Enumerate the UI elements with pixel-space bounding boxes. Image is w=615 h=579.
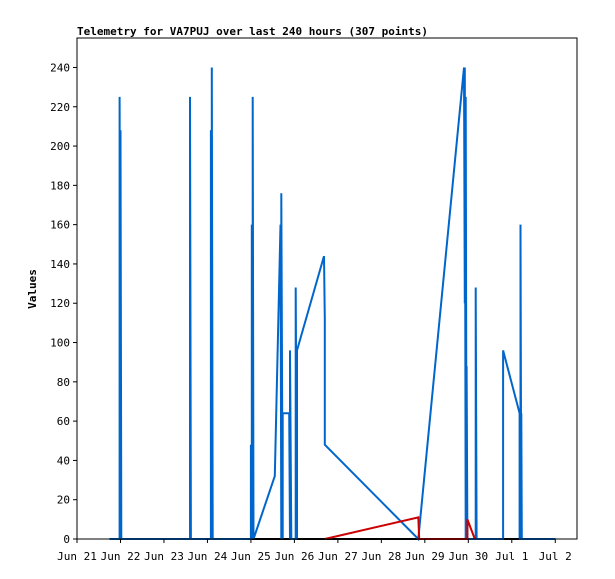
- y-tick-label: 220: [50, 101, 70, 114]
- x-tick-label: Jul 2: [539, 550, 572, 563]
- x-tick-label: Jun 30: [448, 550, 488, 563]
- y-tick-label: 0: [63, 533, 70, 546]
- y-tick-label: 240: [50, 61, 70, 74]
- x-tick-label: Jun 25: [231, 550, 271, 563]
- plot-area-frame: [76, 37, 578, 540]
- x-tick-label: Jun 22: [101, 550, 141, 563]
- y-tick-label: 100: [50, 337, 70, 350]
- x-axis: Jun 21 Jun 22 Jun 23 Jun 24 Jun 25 Jun 26 Jun …: [57, 539, 572, 563]
- y-tick-label: 120: [50, 297, 70, 310]
- chart-title: Telemetry for VA7PUJ over last 240 hours…: [77, 25, 428, 38]
- y-tick-label: 140: [50, 258, 70, 271]
- x-tick-label: Jul 1: [495, 550, 528, 563]
- y-tick-label: 200: [50, 140, 70, 153]
- y-tick-label: 80: [57, 376, 70, 389]
- series-line-1: [109, 67, 556, 542]
- y-tick-label: 180: [50, 179, 70, 192]
- y-axis: 0 20 40 60 80 100 120 140 160 180 200 220 240: [50, 61, 77, 546]
- y-tick-label: 60: [57, 415, 70, 428]
- y-tick-label: 40: [57, 454, 70, 467]
- x-tick-label: Jun 21: [57, 550, 97, 563]
- x-tick-label: Jun 29: [405, 550, 445, 563]
- y-tick-label: 160: [50, 219, 70, 232]
- x-tick-label: Jun 23: [144, 550, 184, 563]
- x-tick-label: Jun 24: [188, 550, 228, 563]
- series-layer: [109, 67, 556, 542]
- y-axis-label: Values: [26, 269, 39, 309]
- x-tick-label: Jun 28: [361, 550, 401, 563]
- x-tick-label: Jun 26: [275, 550, 315, 563]
- x-tick-label: Jun 27: [318, 550, 358, 563]
- y-tick-label: 20: [57, 494, 70, 507]
